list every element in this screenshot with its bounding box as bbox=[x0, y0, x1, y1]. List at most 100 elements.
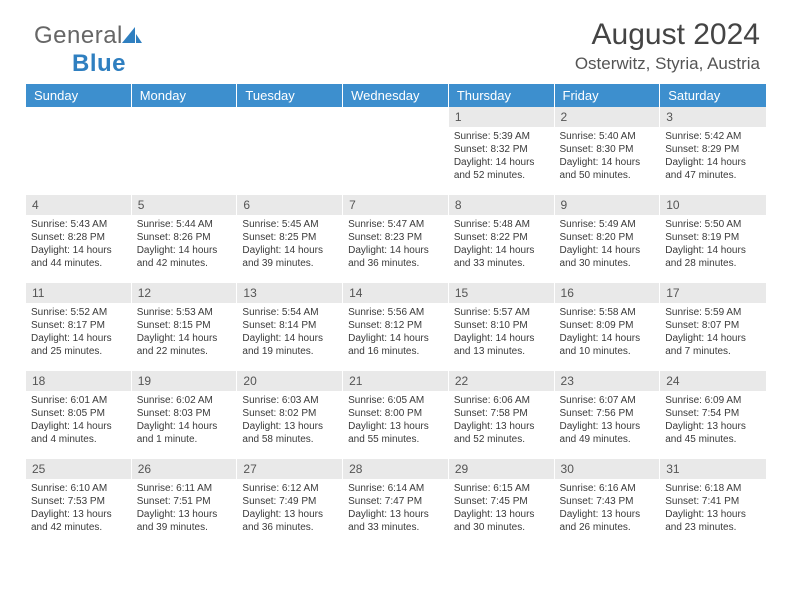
day-number: 23 bbox=[555, 371, 660, 391]
calendar-cell: 1Sunrise: 5:39 AMSunset: 8:32 PMDaylight… bbox=[449, 107, 555, 195]
calendar-cell: 7Sunrise: 5:47 AMSunset: 8:23 PMDaylight… bbox=[343, 195, 449, 283]
calendar-cell: 9Sunrise: 5:49 AMSunset: 8:20 PMDaylight… bbox=[555, 195, 661, 283]
day-data: Sunrise: 5:42 AMSunset: 8:29 PMDaylight:… bbox=[660, 127, 766, 184]
calendar-cell: 19Sunrise: 6:02 AMSunset: 8:03 PMDayligh… bbox=[132, 371, 238, 459]
day-data: Sunrise: 5:43 AMSunset: 8:28 PMDaylight:… bbox=[26, 215, 131, 272]
day-data: Sunrise: 6:07 AMSunset: 7:56 PMDaylight:… bbox=[555, 391, 660, 448]
calendar-cell: 29Sunrise: 6:15 AMSunset: 7:45 PMDayligh… bbox=[449, 459, 555, 547]
calendar-cell: 5Sunrise: 5:44 AMSunset: 8:26 PMDaylight… bbox=[132, 195, 238, 283]
day-data: Sunrise: 5:53 AMSunset: 8:15 PMDaylight:… bbox=[132, 303, 237, 360]
calendar-cell: 14Sunrise: 5:56 AMSunset: 8:12 PMDayligh… bbox=[343, 283, 449, 371]
day-data: Sunrise: 5:40 AMSunset: 8:30 PMDaylight:… bbox=[555, 127, 660, 184]
day-data: Sunrise: 5:44 AMSunset: 8:26 PMDaylight:… bbox=[132, 215, 237, 272]
calendar-cell: 27Sunrise: 6:12 AMSunset: 7:49 PMDayligh… bbox=[237, 459, 343, 547]
calendar-cell bbox=[132, 107, 238, 195]
day-data: Sunrise: 5:47 AMSunset: 8:23 PMDaylight:… bbox=[343, 215, 448, 272]
calendar-row: 4Sunrise: 5:43 AMSunset: 8:28 PMDaylight… bbox=[26, 195, 766, 283]
day-number: 8 bbox=[449, 195, 554, 215]
calendar-row: 18Sunrise: 6:01 AMSunset: 8:05 PMDayligh… bbox=[26, 371, 766, 459]
day-number: 26 bbox=[132, 459, 237, 479]
weekday-header: Tuesday bbox=[237, 84, 343, 107]
day-number: 19 bbox=[132, 371, 237, 391]
calendar-body: 1Sunrise: 5:39 AMSunset: 8:32 PMDaylight… bbox=[26, 107, 766, 547]
calendar-cell: 8Sunrise: 5:48 AMSunset: 8:22 PMDaylight… bbox=[449, 195, 555, 283]
day-data: Sunrise: 6:14 AMSunset: 7:47 PMDaylight:… bbox=[343, 479, 448, 536]
day-data: Sunrise: 6:18 AMSunset: 7:41 PMDaylight:… bbox=[660, 479, 766, 536]
day-number: 22 bbox=[449, 371, 554, 391]
calendar-cell: 30Sunrise: 6:16 AMSunset: 7:43 PMDayligh… bbox=[555, 459, 661, 547]
day-number: 17 bbox=[660, 283, 766, 303]
day-number: 1 bbox=[449, 107, 554, 127]
calendar-cell: 18Sunrise: 6:01 AMSunset: 8:05 PMDayligh… bbox=[26, 371, 132, 459]
calendar-cell: 26Sunrise: 6:11 AMSunset: 7:51 PMDayligh… bbox=[132, 459, 238, 547]
brand-part1: General bbox=[34, 22, 123, 49]
day-data: Sunrise: 6:03 AMSunset: 8:02 PMDaylight:… bbox=[237, 391, 342, 448]
day-data: Sunrise: 6:01 AMSunset: 8:05 PMDaylight:… bbox=[26, 391, 131, 448]
day-data: Sunrise: 6:12 AMSunset: 7:49 PMDaylight:… bbox=[237, 479, 342, 536]
day-number: 31 bbox=[660, 459, 766, 479]
day-number bbox=[237, 107, 342, 127]
brand-part2: Blue bbox=[72, 50, 126, 77]
day-number: 4 bbox=[26, 195, 131, 215]
day-number: 21 bbox=[343, 371, 448, 391]
day-data: Sunrise: 6:15 AMSunset: 7:45 PMDaylight:… bbox=[449, 479, 554, 536]
weekday-header: Saturday bbox=[660, 84, 766, 107]
day-data: Sunrise: 5:54 AMSunset: 8:14 PMDaylight:… bbox=[237, 303, 342, 360]
day-number: 7 bbox=[343, 195, 448, 215]
day-number: 28 bbox=[343, 459, 448, 479]
calendar-cell: 31Sunrise: 6:18 AMSunset: 7:41 PMDayligh… bbox=[660, 459, 766, 547]
day-data: Sunrise: 5:39 AMSunset: 8:32 PMDaylight:… bbox=[449, 127, 554, 184]
day-data: Sunrise: 5:58 AMSunset: 8:09 PMDaylight:… bbox=[555, 303, 660, 360]
calendar-cell: 13Sunrise: 5:54 AMSunset: 8:14 PMDayligh… bbox=[237, 283, 343, 371]
day-number: 30 bbox=[555, 459, 660, 479]
day-number: 3 bbox=[660, 107, 766, 127]
day-number: 5 bbox=[132, 195, 237, 215]
day-number: 13 bbox=[237, 283, 342, 303]
weekdays-row: SundayMondayTuesdayWednesdayThursdayFrid… bbox=[26, 84, 766, 107]
calendar-cell: 15Sunrise: 5:57 AMSunset: 8:10 PMDayligh… bbox=[449, 283, 555, 371]
calendar-cell: 23Sunrise: 6:07 AMSunset: 7:56 PMDayligh… bbox=[555, 371, 661, 459]
day-number bbox=[26, 107, 131, 127]
weekday-header: Wednesday bbox=[343, 84, 449, 107]
calendar-cell: 10Sunrise: 5:50 AMSunset: 8:19 PMDayligh… bbox=[660, 195, 766, 283]
day-number: 11 bbox=[26, 283, 131, 303]
calendar-cell bbox=[343, 107, 449, 195]
day-data: Sunrise: 5:52 AMSunset: 8:17 PMDaylight:… bbox=[26, 303, 131, 360]
day-data: Sunrise: 5:45 AMSunset: 8:25 PMDaylight:… bbox=[237, 215, 342, 272]
day-data: Sunrise: 6:10 AMSunset: 7:53 PMDaylight:… bbox=[26, 479, 131, 536]
weekday-header: Thursday bbox=[449, 84, 555, 107]
calendar-cell: 20Sunrise: 6:03 AMSunset: 8:02 PMDayligh… bbox=[237, 371, 343, 459]
calendar-row: 1Sunrise: 5:39 AMSunset: 8:32 PMDaylight… bbox=[26, 107, 766, 195]
weekday-header: Monday bbox=[132, 84, 238, 107]
day-number: 27 bbox=[237, 459, 342, 479]
day-number: 18 bbox=[26, 371, 131, 391]
calendar-cell: 11Sunrise: 5:52 AMSunset: 8:17 PMDayligh… bbox=[26, 283, 132, 371]
day-number: 20 bbox=[237, 371, 342, 391]
day-number bbox=[132, 107, 237, 127]
calendar-cell: 4Sunrise: 5:43 AMSunset: 8:28 PMDaylight… bbox=[26, 195, 132, 283]
day-data: Sunrise: 5:57 AMSunset: 8:10 PMDaylight:… bbox=[449, 303, 554, 360]
day-data: Sunrise: 6:16 AMSunset: 7:43 PMDaylight:… bbox=[555, 479, 660, 536]
calendar-cell: 3Sunrise: 5:42 AMSunset: 8:29 PMDaylight… bbox=[660, 107, 766, 195]
day-data: Sunrise: 5:56 AMSunset: 8:12 PMDaylight:… bbox=[343, 303, 448, 360]
weekday-header: Friday bbox=[555, 84, 661, 107]
day-number: 12 bbox=[132, 283, 237, 303]
calendar-cell: 25Sunrise: 6:10 AMSunset: 7:53 PMDayligh… bbox=[26, 459, 132, 547]
calendar-cell: 22Sunrise: 6:06 AMSunset: 7:58 PMDayligh… bbox=[449, 371, 555, 459]
day-number: 29 bbox=[449, 459, 554, 479]
day-number: 9 bbox=[555, 195, 660, 215]
calendar-cell: 21Sunrise: 6:05 AMSunset: 8:00 PMDayligh… bbox=[343, 371, 449, 459]
day-number: 24 bbox=[660, 371, 766, 391]
day-data: Sunrise: 6:09 AMSunset: 7:54 PMDaylight:… bbox=[660, 391, 766, 448]
brand-logo: General Blue bbox=[34, 22, 143, 78]
day-number: 2 bbox=[555, 107, 660, 127]
calendar-cell: 24Sunrise: 6:09 AMSunset: 7:54 PMDayligh… bbox=[660, 371, 766, 459]
day-number bbox=[343, 107, 448, 127]
calendar-row: 11Sunrise: 5:52 AMSunset: 8:17 PMDayligh… bbox=[26, 283, 766, 371]
day-data: Sunrise: 5:59 AMSunset: 8:07 PMDaylight:… bbox=[660, 303, 766, 360]
calendar-cell: 17Sunrise: 5:59 AMSunset: 8:07 PMDayligh… bbox=[660, 283, 766, 371]
calendar-cell: 28Sunrise: 6:14 AMSunset: 7:47 PMDayligh… bbox=[343, 459, 449, 547]
day-number: 25 bbox=[26, 459, 131, 479]
day-data: Sunrise: 6:05 AMSunset: 8:00 PMDaylight:… bbox=[343, 391, 448, 448]
day-data: Sunrise: 5:48 AMSunset: 8:22 PMDaylight:… bbox=[449, 215, 554, 272]
